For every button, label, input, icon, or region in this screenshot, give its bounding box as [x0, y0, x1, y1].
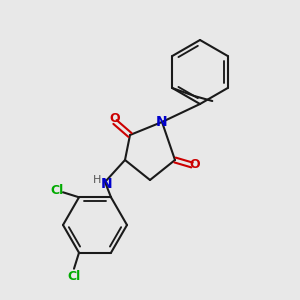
Text: O: O — [190, 158, 200, 172]
Text: O: O — [110, 112, 120, 125]
Text: H: H — [93, 175, 101, 185]
Text: N: N — [156, 115, 168, 129]
Text: Cl: Cl — [68, 270, 81, 283]
Text: Cl: Cl — [50, 184, 64, 197]
Text: N: N — [101, 177, 113, 191]
